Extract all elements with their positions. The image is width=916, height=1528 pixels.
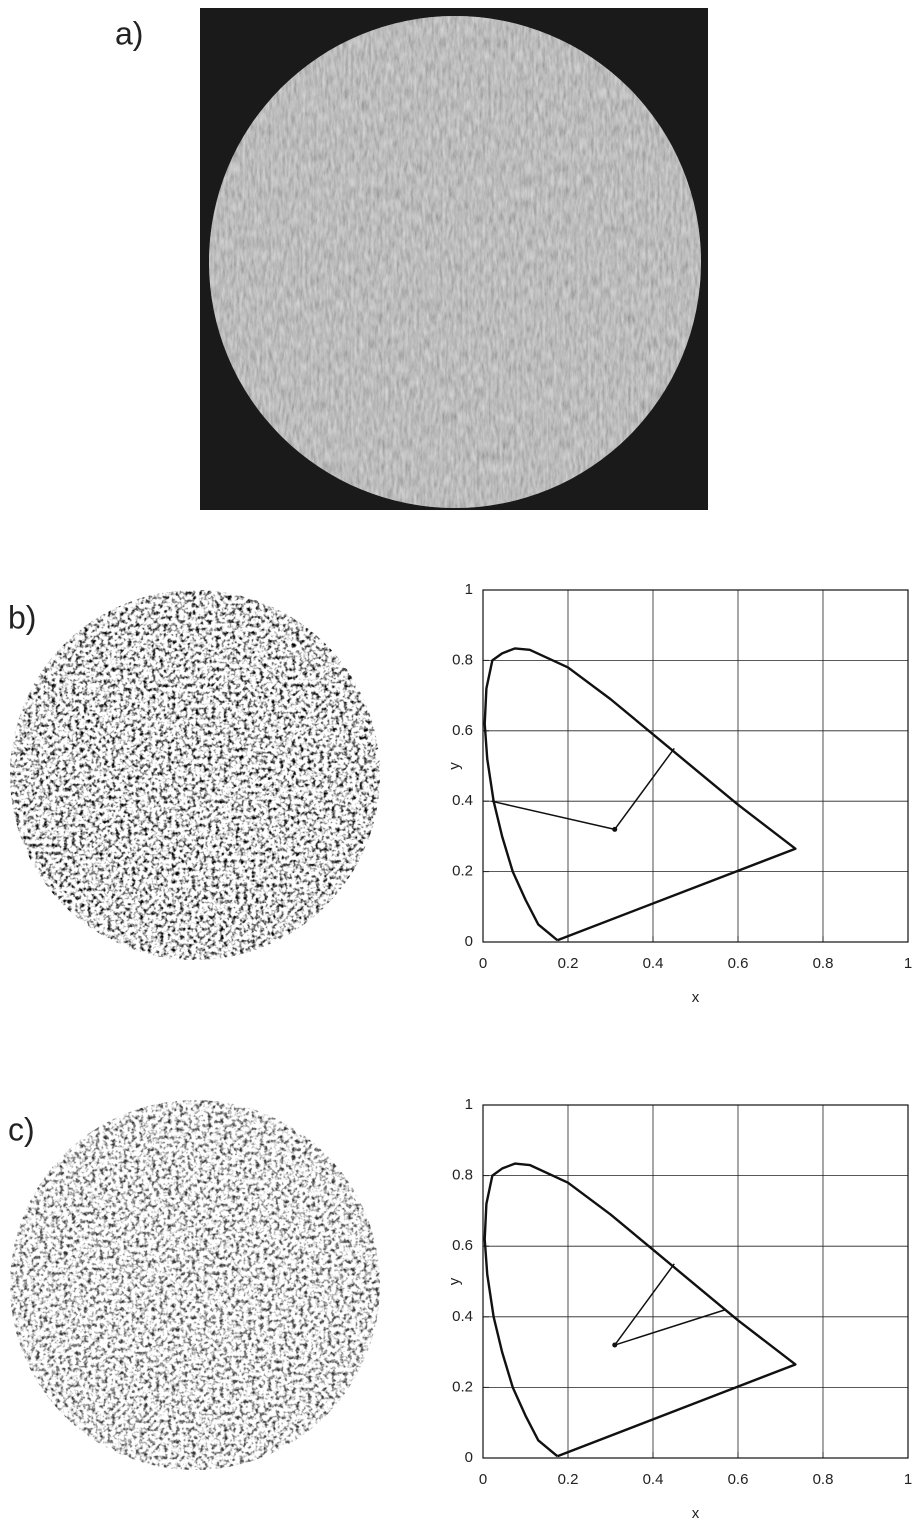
- x-axis-label: x: [692, 989, 700, 1006]
- y-tick-label: 0.2: [452, 863, 473, 880]
- x-tick-label: 1: [904, 955, 912, 972]
- x-tick-label: 1: [904, 1471, 912, 1488]
- y-tick-label: 0.2: [452, 1378, 473, 1395]
- x-tick-label: 0.2: [558, 1471, 579, 1488]
- figure: a) b) c) 0 0.2 0.4 0.6 0.8 1 0 0.2 0.4 0.6 0.8 1 x y 0…: [0, 0, 916, 1528]
- plot-frame: [483, 1105, 908, 1458]
- y-tick-label: 0.8: [452, 651, 473, 668]
- image-b: [10, 590, 380, 960]
- plot-frame: [483, 590, 908, 942]
- data-line: [615, 1264, 726, 1345]
- panel-label: a): [115, 15, 143, 51]
- y-axis-label: y: [446, 762, 463, 770]
- x-tick-label: 0: [479, 1471, 487, 1488]
- y-tick-label: 0: [465, 933, 473, 950]
- x-tick-label: 0.8: [813, 955, 834, 972]
- image-c: [10, 1100, 380, 1470]
- panel-label: c): [8, 1111, 35, 1147]
- y-tick-label: 0.8: [452, 1167, 473, 1184]
- x-tick-label: 0.2: [558, 955, 579, 972]
- panel-label: b): [8, 599, 36, 635]
- x-tick-label: 0: [479, 955, 487, 972]
- x-axis-label: x: [692, 1505, 700, 1522]
- data-line: [492, 748, 675, 829]
- y-tick-label: 0: [465, 1449, 473, 1466]
- x-tick-label: 0.6: [728, 1471, 749, 1488]
- y-tick-label: 0.6: [452, 722, 473, 739]
- y-axis-label: y: [446, 1277, 463, 1285]
- y-tick-label: 1: [465, 581, 473, 598]
- x-tick-label: 0.6: [728, 955, 749, 972]
- y-tick-label: 0.4: [452, 792, 473, 809]
- x-tick-label: 0.4: [643, 955, 664, 972]
- x-tick-label: 0.4: [643, 1471, 664, 1488]
- white-point: [612, 827, 617, 832]
- photo-a: [200, 8, 708, 512]
- y-tick-label: 0.6: [452, 1237, 473, 1254]
- x-tick-label: 0.8: [813, 1471, 834, 1488]
- y-tick-label: 1: [465, 1096, 473, 1113]
- white-point: [612, 1343, 617, 1348]
- y-tick-label: 0.4: [452, 1308, 473, 1325]
